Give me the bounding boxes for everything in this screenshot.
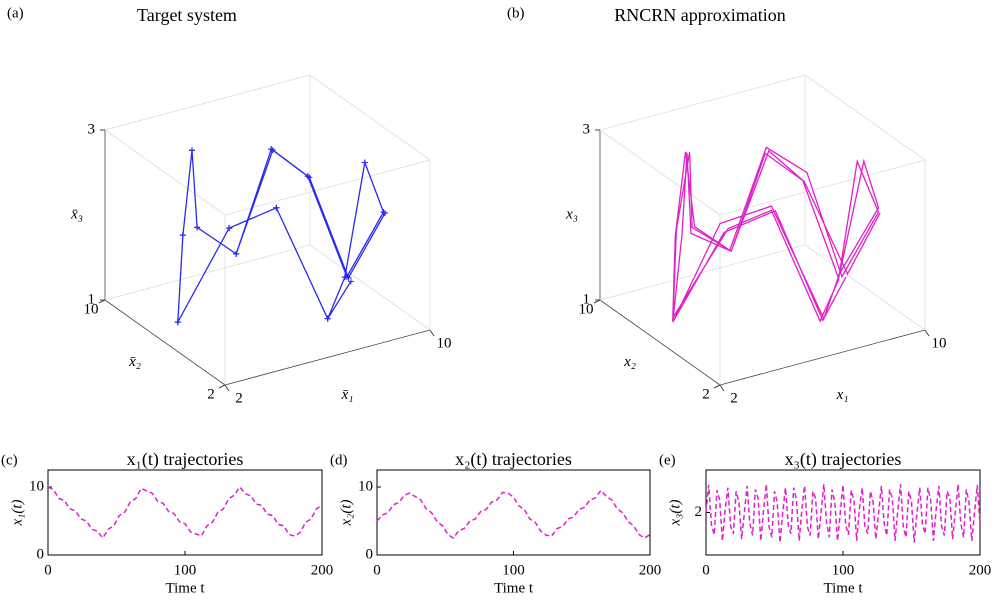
- chart-title: x₁(t) trajectories: [127, 449, 244, 470]
- x-tick-label: 100: [174, 562, 197, 578]
- y-tick: [713, 384, 721, 389]
- chart-title: x₃(t) trajectories: [785, 449, 902, 470]
- plot-frame: [47, 469, 323, 556]
- x-tick-label: 100: [502, 562, 525, 578]
- x-tick-label: 100: [832, 562, 855, 578]
- y-tick-label: 10: [579, 301, 594, 317]
- y-axis-label: x₂: [623, 354, 636, 370]
- panel-label: (d): [330, 452, 348, 468]
- panel-label: (a): [7, 5, 24, 21]
- x-tick-label: 2: [235, 390, 243, 406]
- box-edge: [804, 74, 926, 161]
- panel-label: (b): [507, 5, 525, 21]
- y-tick-label: 10: [358, 478, 373, 494]
- box-edge: [804, 244, 926, 331]
- x-tick-label: 0: [44, 562, 52, 578]
- box-edge: [309, 74, 431, 161]
- box-edge: [719, 329, 926, 386]
- y-tick-label: 0: [37, 546, 45, 562]
- marker: [361, 159, 368, 166]
- plot-frame: [376, 469, 651, 556]
- y-tick-label: 2: [702, 386, 710, 402]
- panel-label: (e): [659, 452, 676, 468]
- z-tick-label: 3: [583, 121, 591, 137]
- y-axis-label: x̄₂: [128, 354, 141, 370]
- marker: [268, 146, 275, 153]
- box-edge: [104, 244, 311, 301]
- marker: [174, 319, 181, 326]
- marker: [324, 315, 331, 322]
- marker: [273, 204, 280, 211]
- x-tick: [224, 384, 230, 392]
- chart-title: Target system: [137, 5, 237, 25]
- marker: [304, 173, 311, 180]
- chart-title: RNCRN approximation: [614, 5, 786, 25]
- box-edge: [224, 329, 431, 386]
- x-tick-label: 0: [373, 562, 381, 578]
- box-edge: [104, 74, 311, 131]
- x-axis-label: Time t: [823, 580, 863, 596]
- x-tick-label: 10: [932, 335, 947, 351]
- panel-label: (c): [1, 452, 18, 468]
- trajectory: [177, 148, 386, 323]
- box-edge: [224, 159, 431, 216]
- box-edge: [104, 299, 226, 386]
- x-tick-label: 200: [311, 562, 334, 578]
- x-axis-label: x̄₁: [341, 387, 354, 403]
- x-axis-label: Time t: [165, 580, 205, 596]
- box-edge: [599, 299, 721, 386]
- box-edge: [719, 159, 926, 216]
- z-tick-label: 3: [88, 121, 96, 137]
- z-tick-label: 1: [583, 291, 591, 307]
- z-axis-label: x̄₃: [70, 206, 83, 222]
- marker: [380, 209, 387, 216]
- y-axis-label: x₃(t): [667, 499, 683, 526]
- z-axis-label: x₃: [565, 206, 578, 222]
- box-edge: [599, 74, 806, 131]
- z-tick-label: 1: [88, 291, 96, 307]
- y-tick-label: 10: [29, 478, 44, 494]
- series-line: [705, 484, 981, 543]
- x-tick: [924, 329, 930, 337]
- x-tick-label: 200: [639, 562, 662, 578]
- x-tick-label: 200: [969, 562, 992, 578]
- x-tick-label: 2: [730, 390, 738, 406]
- chart-title: x₂(t) trajectories: [455, 449, 572, 470]
- y-axis-label: x₁(t): [9, 499, 25, 526]
- x-tick-label: 0: [702, 562, 710, 578]
- y-tick-label: 2: [207, 386, 215, 402]
- x-tick-label: 10: [437, 335, 452, 351]
- y-tick-label: 0: [366, 546, 374, 562]
- y-tick-label: 2: [695, 504, 703, 520]
- x-axis-label: Time t: [494, 580, 534, 596]
- x-tick: [719, 384, 725, 392]
- marker: [343, 273, 350, 280]
- marker: [189, 147, 195, 154]
- y-tick: [218, 384, 226, 389]
- series-line: [47, 485, 323, 540]
- marker: [347, 278, 354, 285]
- marker: [194, 224, 201, 231]
- box-edge: [599, 244, 806, 301]
- box-edge: [599, 129, 721, 216]
- y-axis-label: x₂(t): [338, 499, 354, 526]
- x-axis-label: x₁: [836, 387, 849, 403]
- marker: [226, 225, 233, 232]
- box-edge: [309, 244, 431, 331]
- series-line: [376, 489, 651, 540]
- y-tick-label: 10: [84, 301, 99, 317]
- marker: [179, 232, 186, 239]
- box-edge: [104, 129, 226, 216]
- marker: [233, 250, 240, 257]
- trajectory: [672, 146, 881, 323]
- x-tick: [429, 329, 435, 337]
- plot-frame: [705, 469, 981, 556]
